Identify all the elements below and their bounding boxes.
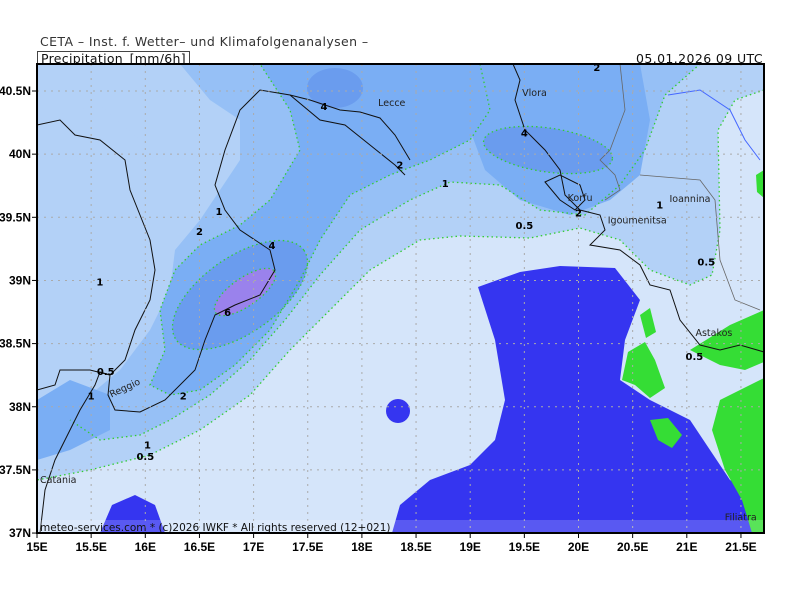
lat-tick-label: 39N [9, 273, 31, 287]
lon-tick-label: 16E [135, 540, 156, 554]
lon-tick-label: 17.5E [292, 540, 323, 554]
lon-tick-label: 16.5E [184, 540, 215, 554]
contour-label: 2 [396, 160, 403, 171]
sea-mask [392, 266, 764, 533]
parameter-title: Precipitation_[mm/6h] [37, 51, 190, 65]
lon-tick-label: 21.5E [725, 540, 756, 554]
lon-tick-label: 15.5E [75, 540, 106, 554]
river [667, 89, 761, 161]
contour-label: 1 [215, 207, 222, 218]
contour-label: 2 [575, 208, 582, 219]
lon-tick-label: 15E [26, 540, 47, 554]
lon-tick-label: 17E [243, 540, 264, 554]
field-4-6-albania [483, 126, 613, 174]
field-2-4-west [37, 380, 110, 460]
contour-label: 0.5 [686, 352, 704, 363]
contour-label: 6 [224, 308, 231, 319]
contour-label: 0.5 [515, 221, 533, 232]
contour-label: 0.5 [97, 367, 115, 378]
city-label: Catania [40, 475, 76, 486]
axis-ticks: 15E 15.5E 16E 16.5E 17E 17.5E 18E 18.5E 19E 19.5E… [0, 84, 757, 554]
contour-label: 2 [593, 63, 600, 74]
lat-tick-label: 38.5N [0, 337, 31, 351]
lon-tick-label: 18E [351, 540, 372, 554]
contour-label: 0.5 [136, 452, 154, 463]
contour-label: 2 [180, 391, 187, 402]
field-gt-6 [214, 268, 276, 316]
valid-time: 05.01.2026 09 UTC [635, 51, 763, 66]
lat-tick-label: 40.5N [0, 84, 31, 98]
city-label: Astakos [695, 328, 732, 339]
lon-tick-label: 19.5E [509, 540, 540, 554]
copyright-footer: meteo-services.com * (c)2026 IWKF * All … [40, 522, 391, 534]
sea-mask-spot [386, 399, 410, 423]
contour-label: 1 [88, 391, 95, 402]
city-label: Ioannina [669, 194, 710, 205]
contour-label: 2 [196, 227, 203, 238]
land-mask-lefkada [640, 308, 656, 338]
field-4-6-lecce [307, 68, 363, 108]
contour-label: 1 [144, 441, 151, 452]
city-label: Igoumenitsa [608, 216, 667, 227]
land-mask-cephalonia [622, 342, 665, 398]
contour-label: 0.5 [697, 258, 715, 269]
institute-header: CETA – Inst. f. Wetter– und Klimafolgena… [40, 34, 369, 49]
lon-tick-label: 18.5E [400, 540, 431, 554]
contour-label: 1 [656, 201, 663, 212]
land-mask-peloponnese [712, 378, 764, 533]
contour-label: 4 [521, 129, 528, 140]
lon-tick-label: 20.5E [617, 540, 648, 554]
coastlines [37, 64, 764, 533]
lat-tick-label: 38N [9, 400, 31, 414]
lon-tick-label: 21E [676, 540, 697, 554]
contour-label: 4 [269, 241, 276, 252]
borders [599, 64, 761, 311]
land-mask-east [756, 170, 764, 198]
field-0.5-1-left [37, 105, 150, 395]
lat-tick-label: 37.5N [0, 463, 31, 477]
land-mask-greece [690, 310, 764, 370]
land-mask-zakynthos [650, 418, 682, 448]
city-label: Vlora [522, 88, 547, 99]
sea-mask-southwest [100, 495, 165, 533]
lon-tick-label: 19E [460, 540, 481, 554]
lon-tick-label: 20E [568, 540, 589, 554]
city-label: Filiatra [725, 512, 757, 523]
contour-label: 1 [442, 179, 449, 190]
lat-tick-label: 40N [9, 147, 31, 161]
contour-label: 1 [96, 278, 103, 289]
map-frame [36, 63, 765, 534]
city-label: Lecce [378, 98, 405, 109]
footer-band [37, 520, 764, 533]
graticule [37, 64, 764, 533]
lat-tick-label: 39.5N [0, 210, 31, 224]
contour-label: 4 [321, 102, 328, 113]
city-label: Korfu [568, 193, 593, 204]
lat-tick-label: 37N [9, 526, 31, 540]
